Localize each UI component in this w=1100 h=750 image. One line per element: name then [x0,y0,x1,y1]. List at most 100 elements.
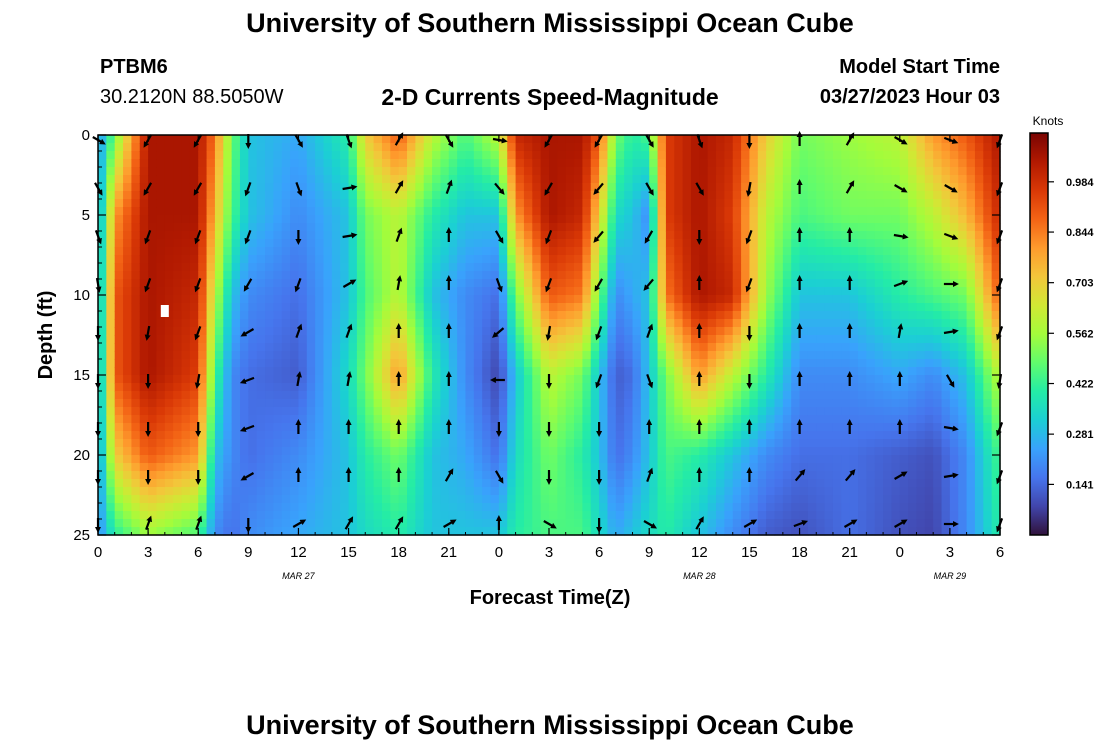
heatmap-cell [239,487,249,496]
heatmap-cell [824,327,834,336]
heatmap-cell [448,327,458,336]
heatmap-cell [716,487,725,496]
heatmap-cell [716,431,725,440]
heatmap-cell [198,279,208,288]
heatmap-cell [173,303,183,312]
heatmap-cell [665,231,675,240]
heatmap-cell [807,399,817,408]
heatmap-cell [632,143,642,152]
heatmap-cell [198,271,208,280]
heatmap-cell [381,431,391,440]
heatmap-cell [106,335,116,344]
heatmap-cell [649,375,659,384]
heatmap-cell [432,399,442,408]
heatmap-cell [356,399,366,408]
heatmap-cell [549,335,558,344]
heatmap-cell [281,295,291,304]
heatmap-cell [574,487,584,496]
heatmap-cell [607,159,617,168]
heatmap-cell [415,527,425,536]
heatmap-cell [807,463,817,472]
heatmap-cell [832,183,842,192]
heatmap-cell [98,367,107,376]
heatmap-cell [298,287,308,296]
heatmap-cell [248,175,258,184]
heatmap-cell [265,351,274,360]
heatmap-cell [206,287,216,296]
heatmap-cell [707,423,717,432]
heatmap-cell [448,207,458,216]
heatmap-cell [139,135,149,144]
heatmap-cell [866,151,876,160]
heatmap-cell [724,463,734,472]
heatmap-cell [674,527,684,536]
heatmap-cell [824,175,834,184]
heatmap-cell [699,215,709,224]
heatmap-cell [699,391,709,400]
heatmap-cell [123,431,133,440]
heatmap-cell [415,519,425,528]
heatmap-cell [682,359,692,368]
heatmap-cell [231,303,241,312]
heatmap-cell [507,311,517,320]
heatmap-cell [665,431,675,440]
heatmap-cell [131,495,141,504]
heatmap-cell [682,167,692,176]
heatmap-cell [131,199,141,208]
heatmap-cell [290,255,300,264]
heatmap-cell [908,375,918,384]
heatmap-cell [699,327,709,336]
heatmap-cell [164,231,174,240]
heatmap-cell [381,351,391,360]
heatmap-cell [181,367,191,376]
heatmap-cell [214,319,224,328]
heatmap-cell [707,343,717,352]
heatmap-cell [323,527,333,536]
heatmap-cell [557,447,567,456]
heatmap-cell [540,391,550,400]
heatmap-cell [164,311,174,320]
heatmap-cell [624,327,634,336]
heatmap-cell [248,303,258,312]
heatmap-cell [549,391,558,400]
heatmap-cell [465,471,475,480]
heatmap-cell [682,279,692,288]
heatmap-cell [465,423,475,432]
heatmap-cell [214,503,224,512]
heatmap-cell [807,199,817,208]
heatmap-cell [599,519,609,528]
heatmap-cell [265,135,274,144]
heatmap-cell [457,335,467,344]
heatmap-cell [724,423,734,432]
heatmap-cell [223,487,233,496]
heatmap-cell [256,311,266,320]
heatmap-cell [665,343,675,352]
heatmap-cell [457,423,467,432]
heatmap-cell [131,527,141,536]
heatmap-cell [891,455,901,464]
heatmap-cell [365,471,375,480]
heatmap-cell [448,351,458,360]
heatmap-cell [841,207,851,216]
heatmap-cell [908,487,918,496]
heatmap-cell [766,287,776,296]
heatmap-cell [607,239,617,248]
heatmap-cell [189,319,199,328]
heatmap-cell [590,151,600,160]
heatmap-cell [657,431,667,440]
heatmap-cell [749,175,759,184]
heatmap-cell [774,311,784,320]
heatmap-cell [557,207,567,216]
heatmap-cell [757,455,767,464]
heatmap-cell [498,399,508,408]
heatmap-cell [423,423,433,432]
heatmap-cell [816,511,826,520]
heatmap-cell [498,287,508,296]
heatmap-cell [164,367,174,376]
heatmap-cell [482,391,492,400]
heatmap-cell [816,255,826,264]
heatmap-cell [390,215,400,224]
heatmap-cell [365,415,375,424]
heatmap-cell [173,343,183,352]
heatmap-cell [415,279,425,288]
